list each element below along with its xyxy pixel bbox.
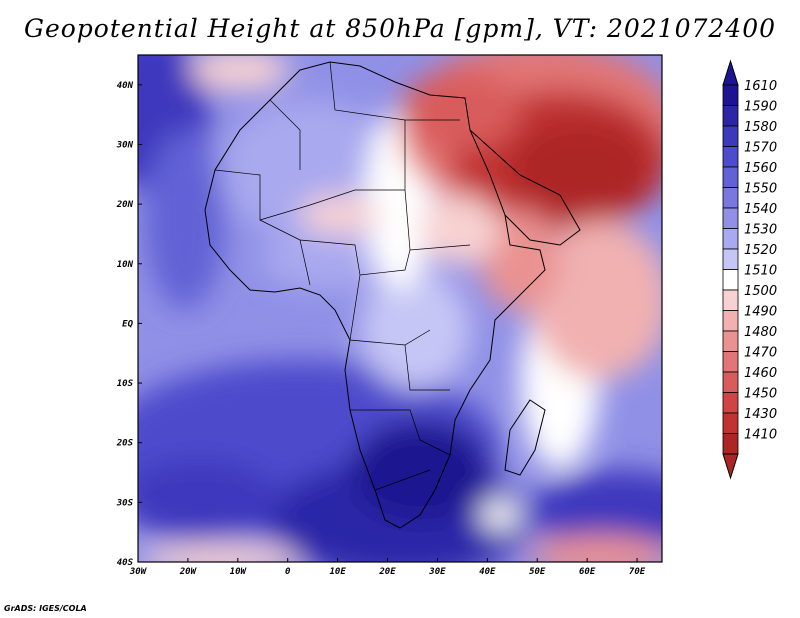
colorbar-label: 1520 xyxy=(744,243,777,258)
lat-tick-label: 20N xyxy=(116,200,134,210)
lon-tick-label: 30E xyxy=(428,567,446,577)
colorbar-label: 1530 xyxy=(744,223,777,238)
longitude-axis: 30W 20W 10W 0 10E 20E 30E 40E 50E 60E 70E xyxy=(129,558,646,577)
colorbar-label: 1430 xyxy=(744,407,777,422)
colorbar-bottom-arrow xyxy=(722,453,739,480)
colorbar-swatch xyxy=(722,166,739,188)
lat-tick-label: 30S xyxy=(116,498,134,508)
madagascar xyxy=(504,399,546,476)
colorbar-swatch xyxy=(722,228,739,250)
lon-tick-label: 50E xyxy=(529,567,546,577)
lat-tick-label: 30N xyxy=(116,140,134,150)
colorbar-swatch xyxy=(722,371,739,393)
colorbar-label: 1560 xyxy=(744,161,777,176)
latitude-axis: 40N 30N 20N 10N EQ 10S 20S 30S 40S xyxy=(116,81,142,568)
country-borders xyxy=(214,61,471,491)
colorbar: 1610 1590 1580 1570 1560 1550 1540 1530 1520 1510… xyxy=(722,59,777,480)
colorbar-swatch xyxy=(722,84,739,106)
lon-tick-label: 0 xyxy=(285,567,291,577)
colorbar-swatch xyxy=(722,187,739,209)
lon-tick-label: 10E xyxy=(329,567,346,577)
lat-tick-label: 20S xyxy=(116,439,134,449)
colorbar-label: 1500 xyxy=(744,284,777,299)
colorbar-swatch xyxy=(722,269,739,291)
lat-tick-label: 40N xyxy=(117,81,134,91)
lat-tick-label: 40S xyxy=(117,558,134,568)
colorbar-swatch xyxy=(722,412,739,434)
colorbar-label: 1610 xyxy=(744,79,777,94)
lon-tick-label: 40E xyxy=(479,567,496,577)
lon-tick-label: 20W xyxy=(179,567,198,577)
grads-credit: GrADS: IGES/COLA xyxy=(4,604,87,613)
colorbar-swatch xyxy=(722,310,739,332)
colorbar-swatch xyxy=(722,248,739,270)
colorbar-label: 1480 xyxy=(744,325,777,340)
colorbar-label: 1580 xyxy=(744,120,777,135)
colorbar-label: 1460 xyxy=(744,366,777,381)
colorbar-swatch xyxy=(722,351,739,373)
lon-tick-label: 70E xyxy=(629,567,646,577)
colorbar-label: 1590 xyxy=(744,100,777,115)
lon-tick-label: 10W xyxy=(230,567,248,577)
lon-tick-label: 30W xyxy=(129,567,148,577)
lat-tick-label: 10N xyxy=(117,260,134,270)
colorbar-label: 1450 xyxy=(744,387,777,402)
colorbar-label: 1410 xyxy=(744,428,777,443)
colorbar-label: 1540 xyxy=(744,202,777,217)
colorbar-swatch xyxy=(722,392,739,414)
lat-tick-label: 10S xyxy=(117,379,134,389)
lon-tick-label: 60E xyxy=(579,567,596,577)
arabia-coast xyxy=(469,129,581,246)
map-title: Geopotential Height at 850hPa [gpm], VT:… xyxy=(23,14,777,43)
colorbar-swatch xyxy=(722,105,739,127)
coastlines xyxy=(204,61,581,529)
plot-frame xyxy=(137,54,663,563)
colorbar-swatch xyxy=(722,125,739,147)
colorbar-label: 1470 xyxy=(744,346,777,361)
colorbar-label: 1510 xyxy=(744,264,777,279)
lon-tick-label: 20E xyxy=(378,567,396,577)
colorbar-label: 1490 xyxy=(744,305,777,320)
colorbar-swatch xyxy=(722,146,739,168)
lat-tick-label: EQ xyxy=(122,319,133,329)
colorbar-label: 1550 xyxy=(744,182,777,197)
colorbar-swatch xyxy=(722,289,739,311)
colorbar-swatch xyxy=(722,433,739,455)
colorbar-swatch xyxy=(722,207,739,229)
colorbar-swatch xyxy=(722,330,739,352)
colorbar-label: 1570 xyxy=(744,141,777,156)
height-field xyxy=(138,55,662,562)
colorbar-top-arrow xyxy=(722,59,739,86)
africa-coastline xyxy=(204,61,546,529)
